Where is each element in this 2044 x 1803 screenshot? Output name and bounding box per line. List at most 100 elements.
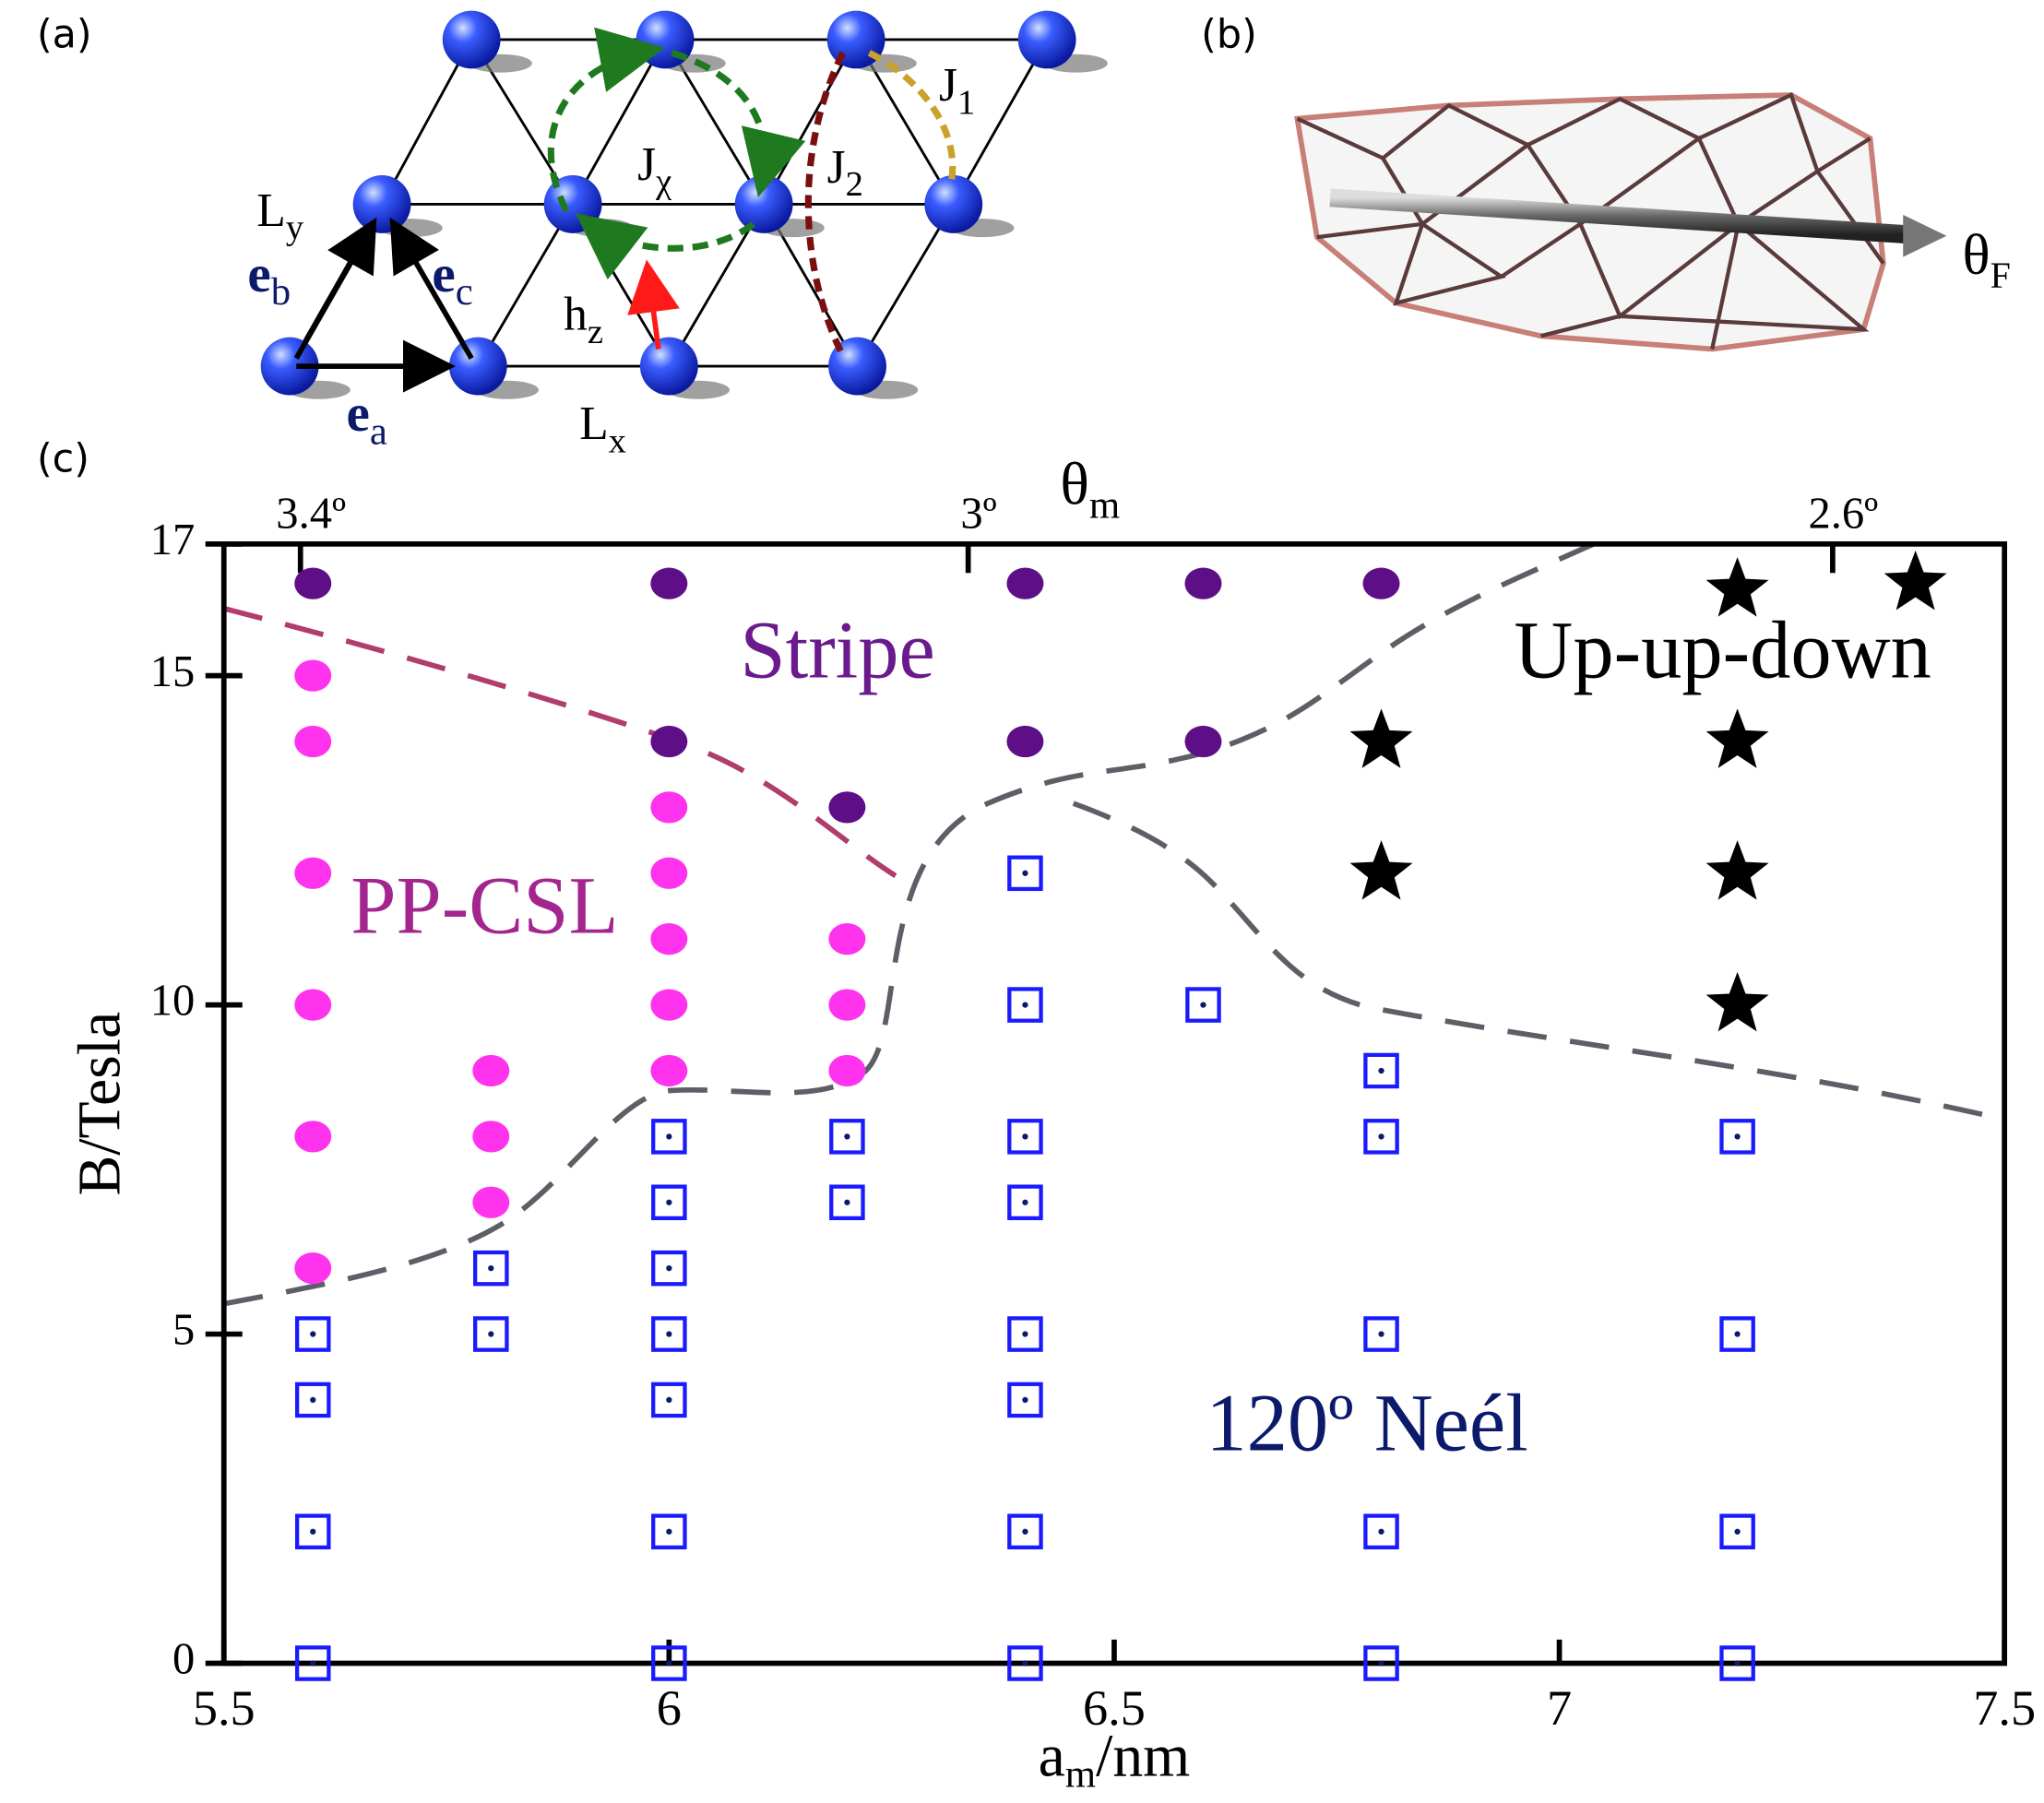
y-tick-label: 5 [172,1306,195,1355]
bond [856,203,955,367]
point [294,989,332,1021]
point [651,1184,687,1221]
phase-label: Stripe [740,605,934,695]
site [260,337,319,396]
bond [380,39,473,206]
label-main: L [579,397,608,450]
point [1719,1316,1755,1352]
x-label-main: a [1039,1723,1065,1790]
point [829,1184,865,1221]
y-tick-label: 10 [150,977,196,1026]
panel-tag: (a) [37,12,92,58]
point [1363,1052,1399,1089]
x2-tick-label: 3.4º [276,489,346,538]
point [828,791,866,824]
point-dot [1022,1199,1028,1205]
label-main: J [827,141,846,194]
x-tick-label: 6.5 [1083,1680,1146,1736]
label-sub: y [286,208,304,247]
point-box [1007,1184,1043,1221]
point-dot [1378,1528,1384,1535]
x2-tick-label: 3º [960,489,996,538]
point-box [1007,855,1043,892]
lattice-label: Ly [256,184,303,247]
point [294,857,332,889]
point [828,989,866,1021]
point-box [651,1316,687,1352]
point-dot [1734,1133,1741,1140]
x-tick-label: 6 [657,1680,682,1736]
label-main: e [432,245,455,303]
point [1363,1513,1399,1549]
point-box [651,1250,687,1287]
point-box [1719,1513,1755,1549]
point [1719,1645,1755,1681]
point-box [1719,1119,1755,1155]
point [1363,1645,1399,1681]
point [1705,971,1769,1032]
point [1184,567,1222,599]
site [828,337,886,396]
point-dot [1378,1660,1384,1667]
point-box [1363,1052,1399,1089]
site [924,175,983,233]
point [294,659,332,692]
point-dot [1022,1660,1028,1667]
site [448,337,507,396]
lattice-label: Jχ [637,138,671,201]
point [1007,1316,1043,1352]
x-tick-label: 7 [1547,1680,1572,1736]
point [829,1119,865,1155]
axis-rod [1329,188,1910,244]
label-sub: z [588,313,603,351]
point-dot [666,1133,672,1140]
phase-label: Up-up-down [1514,605,1931,695]
point-box [651,1645,687,1681]
point [828,923,866,955]
theta-main: θ [1962,222,1990,287]
point [1007,1119,1043,1155]
point-box [1007,1645,1043,1681]
label-sub: b [271,270,291,314]
label-sub: a [370,409,387,453]
point-box [651,1513,687,1549]
site [639,337,698,396]
label-sub: 1 [957,83,975,122]
point-dot [844,1133,850,1140]
point-box [294,1316,331,1352]
point [294,567,332,599]
chi-arrow [547,27,665,213]
point [1884,550,1947,611]
point-box [473,1250,509,1287]
point [651,1250,687,1287]
vector-ec [389,217,474,360]
panel-tag: (c) [37,435,89,481]
point-dot [310,1396,316,1404]
point-dot [1022,1396,1028,1404]
point [650,725,688,758]
boundary [223,541,1595,1307]
panel-tag: (b) [1201,12,1257,58]
point [294,1645,331,1681]
point-dot [488,1265,494,1272]
x-label-rest: /nm [1096,1723,1190,1790]
point-dot [1022,1002,1028,1008]
label-sub: c [456,270,473,314]
chi-arrow [671,49,806,197]
point [650,1054,688,1087]
point-box [1007,1119,1043,1155]
point [1349,708,1413,768]
point [1185,987,1221,1023]
x-axis-label: am/nm [1039,1723,1191,1797]
point-box [294,1645,331,1681]
point-dot [310,1528,316,1535]
point-dot [310,1660,316,1667]
point-dot [1734,1528,1741,1535]
lattice-label: ea [347,385,387,453]
y-tick-label: 0 [172,1635,195,1684]
label-main: J [939,59,957,112]
x2-label-main: θ [1060,450,1088,517]
x-tick-label: 7.5 [1973,1680,2036,1736]
